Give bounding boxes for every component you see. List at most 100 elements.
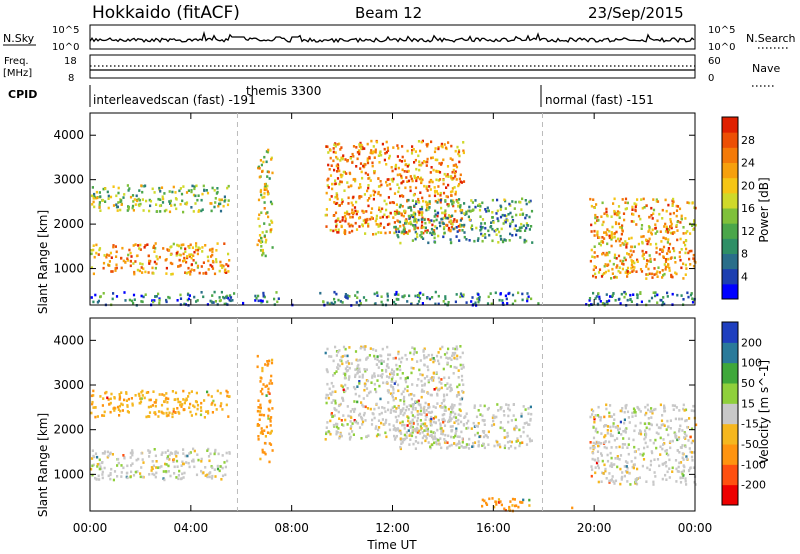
data-cell	[594, 466, 597, 469]
data-cell	[617, 212, 620, 215]
data-cell	[129, 451, 132, 455]
data-cell	[597, 444, 600, 448]
data-cell	[418, 201, 421, 204]
data-cell	[688, 201, 691, 205]
data-cell	[654, 475, 657, 478]
data-cell	[603, 212, 606, 215]
data-cell	[495, 415, 498, 419]
data-cell	[385, 370, 388, 373]
data-cell	[104, 391, 107, 395]
data-cell	[441, 145, 444, 149]
data-cell	[267, 170, 270, 174]
data-cell	[186, 255, 189, 258]
colorbar-tick-label: 50	[741, 377, 755, 390]
data-cell	[639, 432, 643, 436]
data-cell	[669, 212, 672, 216]
data-cell	[140, 184, 143, 187]
data-cell	[131, 402, 134, 406]
data-cell	[339, 220, 342, 223]
data-cell	[421, 216, 424, 220]
data-cell	[519, 201, 522, 204]
data-cell	[347, 378, 350, 381]
data-cell	[349, 184, 353, 188]
data-cell	[216, 464, 219, 468]
data-cell	[269, 379, 272, 382]
data-cell	[174, 411, 177, 414]
data-cell	[473, 441, 477, 444]
data-cell	[392, 216, 395, 219]
data-cell	[398, 365, 401, 368]
data-cell	[392, 146, 395, 149]
data-cell	[374, 388, 377, 391]
data-cell	[126, 184, 129, 187]
data-cell	[214, 450, 217, 454]
data-cell	[619, 409, 622, 413]
data-cell	[353, 400, 356, 403]
data-cell	[115, 194, 118, 198]
data-cell	[186, 293, 190, 296]
data-cell	[270, 156, 273, 160]
data-cell	[450, 388, 453, 391]
data-cell	[504, 207, 507, 210]
data-cell	[379, 224, 382, 227]
data-cell	[594, 471, 597, 475]
colorbar-frame	[721, 321, 739, 506]
data-cell	[632, 438, 635, 442]
data-cell	[631, 270, 634, 273]
data-cell	[430, 378, 434, 382]
data-cell	[401, 168, 404, 172]
data-cell	[219, 260, 222, 264]
data-cell	[499, 237, 503, 241]
data-cell	[439, 224, 442, 228]
data-cell	[396, 419, 399, 422]
data-cell	[459, 180, 462, 183]
data-cell	[116, 209, 119, 212]
data-cell	[369, 407, 372, 411]
data-cell	[120, 203, 123, 206]
data-cell	[628, 472, 631, 475]
data-cell	[508, 507, 511, 511]
data-cell	[509, 500, 512, 503]
data-cell	[668, 467, 671, 470]
data-cell	[456, 385, 459, 389]
data-cell	[682, 232, 685, 235]
data-cell	[399, 376, 402, 380]
data-cell	[142, 267, 145, 270]
data-cell	[188, 452, 191, 455]
data-cell	[666, 295, 669, 298]
data-cell	[173, 398, 176, 401]
data-cell	[173, 203, 176, 207]
data-cell	[202, 261, 205, 264]
data-cell	[399, 409, 402, 412]
data-cell	[529, 199, 532, 203]
data-cell	[417, 154, 420, 158]
data-cell	[331, 415, 334, 418]
data-cell	[639, 430, 642, 433]
data-cell	[499, 204, 502, 208]
data-cell	[616, 455, 619, 458]
date-label: 23/Sep/2015	[588, 4, 684, 22]
data-cell	[692, 257, 695, 260]
data-cell	[632, 250, 635, 253]
data-cell	[207, 268, 210, 271]
data-cell	[438, 171, 442, 174]
colorbar-tick-label: -200	[741, 479, 766, 492]
data-cell	[430, 227, 434, 231]
data-cell	[617, 428, 620, 431]
data-cell	[596, 450, 600, 453]
data-cell	[684, 243, 687, 247]
data-cell	[439, 437, 442, 440]
data-cell	[689, 293, 693, 297]
data-cell	[692, 451, 695, 454]
data-cell	[381, 207, 384, 211]
data-cell	[269, 228, 272, 232]
data-cell	[654, 227, 657, 230]
data-cell	[207, 455, 211, 458]
data-cell	[178, 264, 181, 268]
data-cell	[672, 200, 675, 204]
data-cell	[358, 216, 361, 220]
data-cell	[648, 226, 651, 229]
data-cell	[638, 432, 641, 435]
data-cell	[659, 248, 662, 251]
data-cell	[453, 353, 456, 356]
